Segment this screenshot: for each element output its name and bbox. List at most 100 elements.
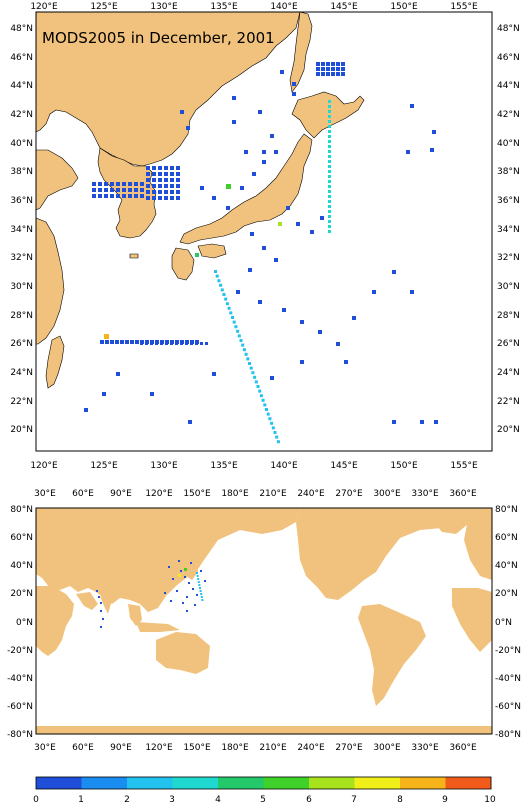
lon-label: 30°E [34,743,56,753]
lat-label: 40°N [495,561,518,571]
density-cell [201,599,204,601]
density-cell [104,194,108,198]
density-cell [152,184,156,188]
density-cell [328,200,331,203]
density-cell [96,590,98,592]
lon-label: 300°E [373,743,401,753]
density-cell [104,334,109,339]
density-cell [258,300,262,304]
density-cell [134,194,138,198]
density-cell [122,182,126,186]
density-cell [268,417,272,421]
density-cell [115,340,119,344]
density-cell [100,340,104,344]
density-cell [146,166,150,170]
lon-label: 90°E [110,743,132,753]
density-cell [331,72,335,76]
density-cell [274,150,278,154]
density-cell [242,348,246,352]
density-cell [195,342,198,345]
density-cell [328,155,331,158]
density-cell [164,196,168,200]
lat-label: 80°N [10,505,33,515]
density-cell [146,184,150,188]
density-cell [273,431,277,434]
lat-label: 32°N [497,253,520,263]
density-cell [214,270,217,273]
density-cell [188,420,192,424]
density-cell [98,596,100,598]
density-cell [321,67,325,71]
lat-label: -60°N [495,702,521,712]
density-cell [252,172,256,176]
density-cell [234,325,238,329]
density-cell [331,67,335,71]
density-cell [326,67,330,71]
density-cell [84,408,88,412]
density-cell [328,120,331,123]
density-cell [110,188,114,192]
density-cell [146,178,150,182]
density-cell [110,194,114,198]
lon-label: 120°E [145,743,173,753]
density-cell [310,230,314,234]
global-land [36,508,492,734]
density-cell [341,62,345,66]
lat-label: 0°N [495,618,512,628]
density-cell [176,196,180,200]
density-cell [328,170,331,173]
density-cell [318,330,322,334]
colorbar-label: 3 [169,795,175,805]
density-cell [212,372,216,376]
lat-label: 38°N [497,167,520,177]
density-cell [140,342,143,345]
density-cell [328,100,331,103]
lat-label: 20°N [10,425,33,435]
density-cell [165,342,168,345]
lat-label: -80°N [7,730,33,740]
density-cell [92,188,96,192]
lat-label: 40°N [497,139,520,149]
density-cell [300,320,304,324]
density-cell [266,412,270,416]
density-cell [328,160,331,163]
density-cell [170,342,173,345]
density-cell [328,165,331,168]
lat-label: 24°N [497,368,520,378]
density-cell [231,316,234,319]
map-title: MODS2005 in December, 2001 [42,29,275,47]
density-cell [256,385,260,388]
density-cell [146,196,150,200]
density-cell [120,340,124,344]
lon-label: 155°E [450,2,478,12]
density-cell [392,270,396,274]
lon-label: 125°E [90,461,118,471]
density-cell [104,188,108,192]
density-cell [145,342,148,345]
colorbar-label: 6 [306,795,312,805]
density-cell [300,360,304,364]
density-cell [170,172,174,176]
global-map: 30°E 60°E 90°E 120°E 150°E 180°E 210°E 2… [7,489,521,753]
lat-label: 40°N [10,139,33,149]
lat-label: -40°N [7,674,33,684]
lon-label: 150°E [183,489,211,499]
density-cell [244,352,248,356]
density-cell [130,340,134,344]
lat-label: 44°N [10,81,33,91]
lat-label: 36°N [497,196,520,206]
density-cell [420,420,424,424]
density-cell [212,196,216,200]
density-cell [316,62,320,66]
density-cell [180,570,182,572]
density-cell [406,150,410,154]
density-cell [328,140,331,143]
density-cell [135,340,139,344]
density-cell [170,184,174,188]
lon-label: 145°E [330,461,358,471]
lon-label: 135°E [210,2,238,12]
density-cell [158,172,162,176]
lat-label: 42°N [497,110,520,120]
lon-label: 125°E [90,2,118,12]
